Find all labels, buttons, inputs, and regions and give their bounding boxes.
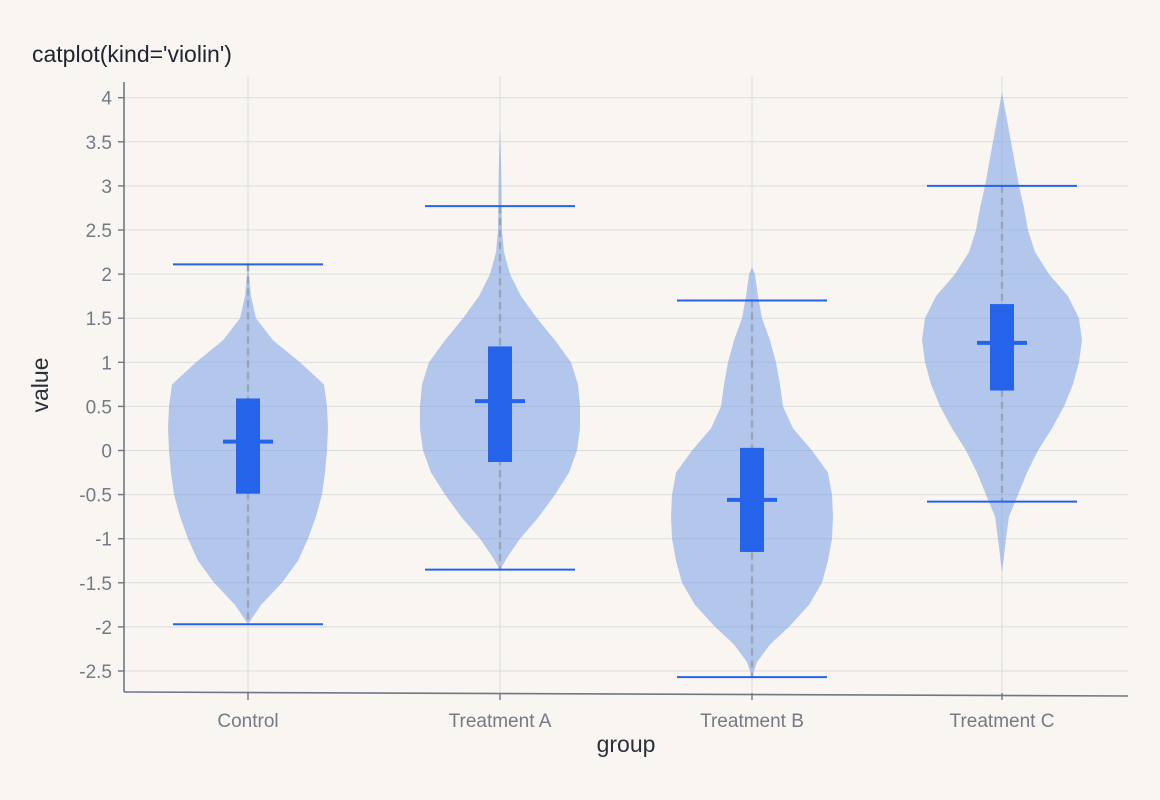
y-tick-label: 1 <box>101 353 112 374</box>
y-tick-label: 1.5 <box>86 309 112 330</box>
y-tick-label: -0.5 <box>79 486 112 507</box>
x-tick-label: Treatment A <box>449 711 552 732</box>
y-tick-label: 3.5 <box>86 133 112 154</box>
y-ticks: -2.5 -2 -1.5 -1 -0.5 0 0.5 1 1.5 2 2.5 3 3.5 4 <box>79 89 124 683</box>
iqr-box <box>236 398 260 494</box>
violin-group <box>420 125 580 571</box>
y-tick-label: 2.5 <box>86 221 112 242</box>
axes <box>123 82 1129 697</box>
y-axis-label: value <box>27 358 53 413</box>
x-tick-label: Treatment B <box>700 711 804 732</box>
x-axis-line <box>123 691 1129 697</box>
violin-group <box>922 92 1082 573</box>
iqr-box <box>990 304 1014 391</box>
x-ticks: Control Treatment A Treatment B Treatment C <box>217 693 1054 732</box>
violin-group <box>671 267 833 679</box>
x-tick-label: Control <box>217 711 278 732</box>
chart-title: catplot(kind='violin') <box>32 41 232 67</box>
y-tick-label: -2.5 <box>79 662 112 683</box>
iqr-box <box>488 346 512 462</box>
y-tick-label: 2 <box>101 265 112 286</box>
violin-group <box>168 263 328 626</box>
x-tick-label: Treatment C <box>950 711 1055 732</box>
y-tick-label: -1 <box>95 530 112 551</box>
y-tick-label: 0 <box>101 442 112 463</box>
violins <box>168 92 1082 679</box>
y-tick-label: -1.5 <box>79 574 112 595</box>
y-tick-label: -2 <box>95 618 112 639</box>
y-tick-label: 0.5 <box>86 397 112 418</box>
x-axis-label: group <box>597 731 656 757</box>
y-tick-label: 4 <box>101 89 112 110</box>
y-tick-label: 3 <box>101 177 112 198</box>
